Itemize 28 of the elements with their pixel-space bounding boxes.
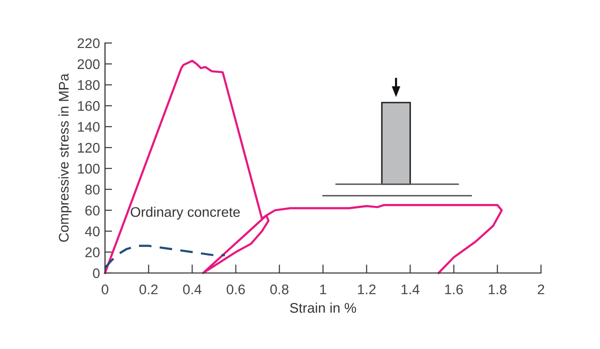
y-tick-label: 60 (85, 206, 100, 216)
y-tick-label: 0 (92, 268, 100, 278)
y-tick-label: 20 (85, 247, 100, 258)
y-tick-label: 100 (78, 164, 100, 174)
y-tick-label: 200 (78, 59, 100, 70)
x-tick-label: 1.6 (445, 284, 463, 294)
x-tick-label: 1.4 (402, 284, 420, 294)
y-tick-label: 160 (78, 101, 100, 111)
y-tick-label: 220 (78, 38, 100, 48)
y-tick-label: 120 (78, 142, 100, 153)
y-tick-label: 140 (78, 122, 100, 132)
y-tick-label: 40 (85, 226, 100, 236)
x-tick-label: 1.2 (358, 284, 376, 294)
series-label: Ordinary concrete (130, 206, 240, 220)
x-tick-label: 0.8 (270, 284, 288, 294)
x-tick-label: 0.6 (226, 284, 245, 294)
y-tick-label: 80 (85, 184, 100, 195)
x-tick-label: 0.2 (139, 284, 158, 294)
x-tick-label: 1.8 (488, 284, 506, 294)
x-tick-label: 0.4 (183, 284, 202, 294)
x-tick-label: 0 (102, 284, 108, 294)
x-tick-label: 1 (320, 284, 326, 294)
x-tick-label: 2 (538, 284, 544, 294)
line-series (104, 60, 503, 274)
y-tick-label: 180 (78, 80, 100, 90)
y-axis-title: Compressive stress in MPa (58, 73, 72, 242)
line-series (104, 244, 226, 269)
x-axis-title: Strain in % (290, 302, 356, 313)
